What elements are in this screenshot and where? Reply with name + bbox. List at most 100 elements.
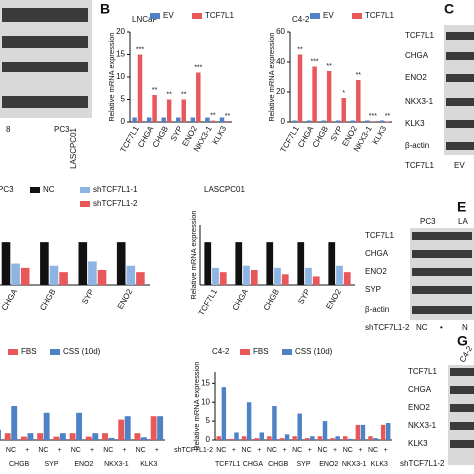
gene-label: TCF7L1: [215, 461, 240, 468]
bar: [92, 433, 99, 440]
bar: [181, 99, 186, 122]
legend-swatch: [150, 13, 160, 19]
blot-band: [412, 232, 472, 240]
row-label: SYP: [365, 285, 381, 294]
x-tick-label: NC: [136, 447, 146, 454]
x-axis-title: shTCF7L1-2: [174, 447, 213, 454]
x-tick-label: NC: [216, 447, 226, 454]
bar: [11, 263, 20, 285]
bar: [317, 436, 323, 440]
bar: [259, 432, 265, 440]
bar: [279, 438, 285, 440]
lane-label: TCF7L1: [405, 161, 434, 170]
y-tick-label: 5: [206, 416, 211, 425]
blot-band: [450, 422, 474, 430]
bar: [234, 432, 239, 440]
bar: [335, 436, 340, 440]
y-tick-label: 0: [281, 117, 286, 126]
bar: [348, 438, 353, 440]
bar: [350, 120, 356, 122]
x-tick-label: ENO2: [116, 287, 135, 311]
chart-title: C4-2: [292, 15, 310, 24]
bar: [0, 429, 1, 440]
bar: [221, 387, 227, 440]
row-label: TCF7L1: [408, 367, 437, 376]
lane-label: N: [462, 323, 468, 332]
x-tick-label: +: [358, 447, 362, 454]
blot-band: [2, 8, 88, 22]
significance: **: [225, 113, 231, 120]
bar: [40, 242, 49, 285]
x-tick-label: NC: [317, 447, 327, 454]
x-tick-label: +: [25, 447, 29, 454]
bar: [312, 66, 317, 122]
blot-band: [450, 440, 474, 448]
significance: **: [210, 112, 216, 119]
bar: [305, 267, 312, 285]
row-label: ENO2: [365, 267, 387, 276]
row-label: β-actin: [405, 141, 429, 150]
gene-label: KLK3: [140, 461, 157, 468]
y-tick-label: 10: [116, 72, 125, 81]
gene-label: ENO2: [319, 461, 338, 468]
lane-label: PC3: [54, 125, 70, 134]
bar: [365, 120, 370, 122]
blot-band: [446, 142, 474, 150]
bar: [126, 265, 136, 285]
x-tick-label: +: [90, 447, 94, 454]
bar: [267, 436, 272, 440]
bar: [297, 413, 302, 440]
bar: [343, 272, 351, 285]
bar: [76, 412, 83, 440]
legend-label: CSS (10d): [295, 347, 333, 356]
blot-band: [450, 404, 474, 412]
x-tick-label: NC: [38, 447, 48, 454]
bar: [241, 436, 247, 440]
blot-band: [412, 306, 472, 314]
bar: [108, 437, 115, 440]
y-tick-label: 20: [276, 87, 285, 96]
x-tick-label: CHGB: [262, 288, 281, 313]
bar: [11, 406, 18, 440]
significance: ***: [194, 64, 202, 71]
panel-letter: C: [444, 1, 454, 17]
bar: [134, 433, 141, 440]
lane-title: shTCF7L1-2: [400, 459, 445, 468]
x-tick-label: NC: [6, 447, 16, 454]
bar: [219, 117, 225, 122]
bar: [43, 412, 50, 440]
bar: [246, 402, 252, 440]
y-tick-label: 40: [276, 57, 285, 66]
legend-swatch: [192, 13, 202, 19]
significance: *: [342, 90, 345, 97]
x-tick-label: KLK3: [371, 124, 389, 146]
significance: **: [385, 113, 391, 120]
group-label: PC3: [420, 217, 436, 226]
bar: [380, 424, 386, 440]
bar: [385, 121, 390, 122]
x-tick-label: CHGA: [231, 287, 251, 312]
x-tick-label: TCF7L1: [197, 287, 220, 317]
bar: [342, 436, 348, 440]
legend-swatch: [50, 349, 60, 355]
x-tick-label: +: [308, 447, 312, 454]
chart-title: C4-2: [212, 347, 230, 356]
legend-swatch: [80, 187, 90, 193]
blot-band: [446, 98, 474, 106]
row-label: ENO2: [408, 403, 430, 412]
bar: [97, 270, 107, 285]
bar: [274, 267, 281, 285]
bar: [102, 433, 108, 440]
bar: [132, 117, 137, 122]
bar: [355, 424, 361, 440]
x-tick-label: NC: [292, 447, 302, 454]
x-tick-label: +: [384, 447, 388, 454]
bar: [150, 416, 157, 440]
bar: [20, 436, 27, 440]
bar: [37, 433, 44, 440]
bar: [229, 438, 234, 440]
x-tick-label: KLK3: [211, 124, 229, 146]
x-tick-label: +: [122, 447, 126, 454]
y-axis-title: Relative mRNA expression: [267, 32, 276, 121]
x-tick-label: NC: [368, 447, 378, 454]
